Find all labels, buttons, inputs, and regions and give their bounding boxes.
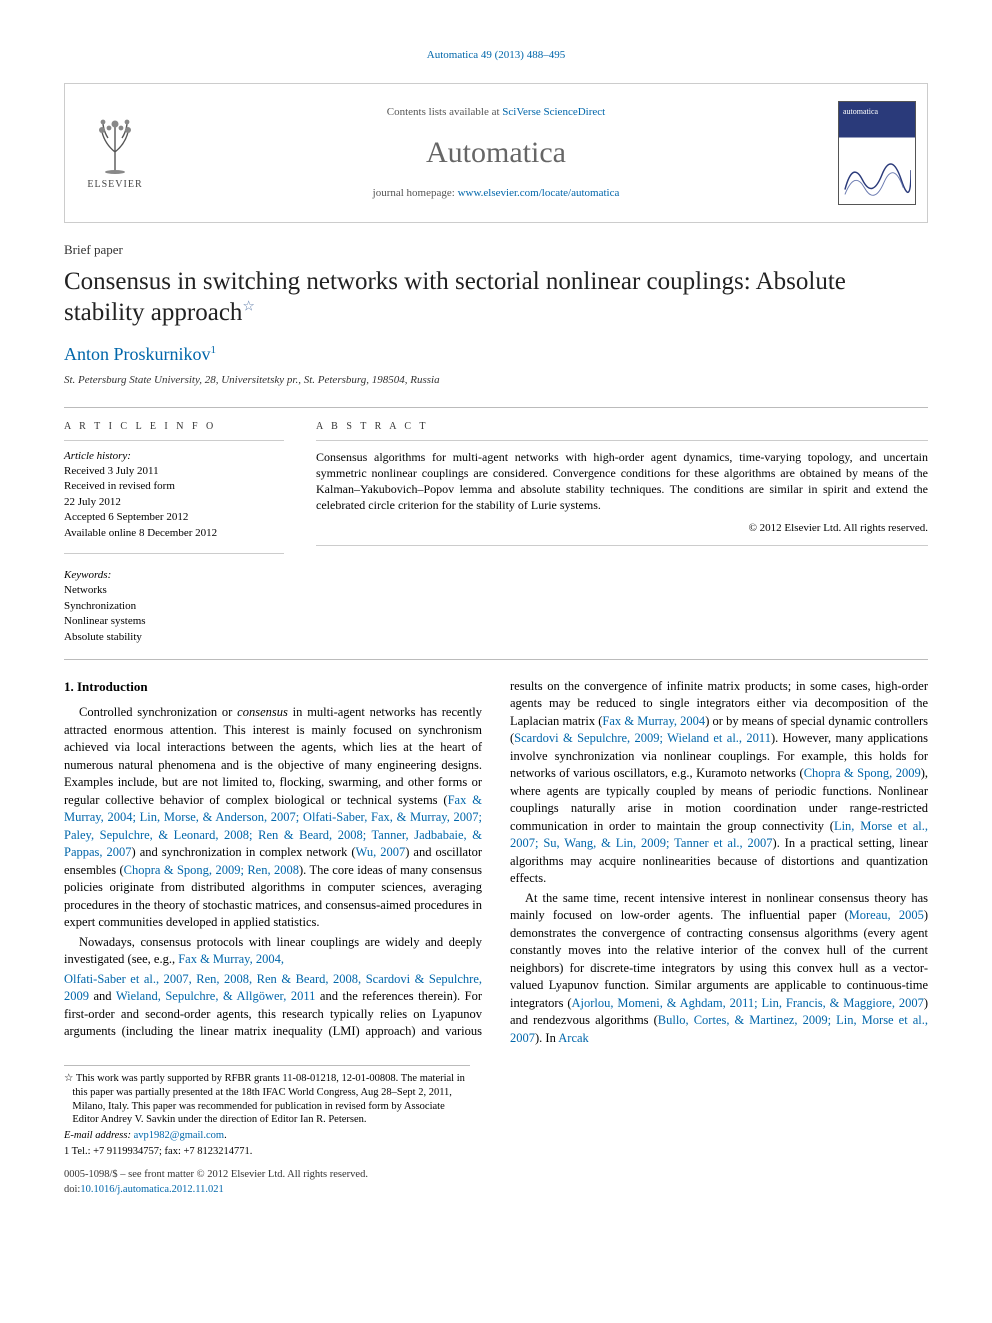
history-line: Received in revised form [64, 479, 284, 494]
email-link[interactable]: avp1982@gmail.com [134, 1130, 224, 1141]
doi-line: doi:10.1016/j.automatica.2012.11.021 [64, 1183, 368, 1198]
keyword: Nonlinear systems [64, 614, 284, 629]
footer: 0005-1098/$ – see front matter © 2012 El… [64, 1168, 928, 1197]
text: in multi-agent networks has recently att… [64, 705, 482, 807]
doi-link[interactable]: 10.1016/j.automatica.2012.11.021 [80, 1184, 223, 1195]
author-name[interactable]: Anton Proskurnikov [64, 344, 211, 364]
abstract-block: A B S T R A C T Consensus algorithms for… [316, 420, 928, 645]
citation-link[interactable]: Fax & Murray, 2004, [178, 952, 284, 966]
homepage-link[interactable]: www.elsevier.com/locate/automatica [458, 187, 620, 199]
keyword: Absolute stability [64, 630, 284, 645]
divider [64, 440, 284, 441]
emphasis: consensus [237, 705, 288, 719]
cover-thumbnail: automatica [838, 101, 916, 205]
availability-prefix: Contents lists available at [387, 106, 502, 118]
divider [64, 659, 928, 660]
homepage-line: journal homepage: www.elsevier.com/locat… [373, 186, 620, 201]
front-matter: 0005-1098/$ – see front matter © 2012 El… [64, 1168, 368, 1183]
meta-block: A R T I C L E I N F O Article history: R… [64, 420, 928, 645]
article-type: Brief paper [64, 241, 928, 259]
affiliation: St. Petersburg State University, 28, Uni… [64, 373, 928, 388]
info-label: A R T I C L E I N F O [64, 420, 284, 434]
cover-wave-icon [843, 150, 911, 200]
publisher-brand: ELSEVIER [87, 178, 142, 192]
homepage-prefix: journal homepage: [373, 187, 458, 199]
email-label: E-mail address: [64, 1130, 134, 1141]
abstract-text: Consensus algorithms for multi-agent net… [316, 449, 928, 514]
citation-link[interactable]: Moreau, 2005 [849, 908, 924, 922]
footnotes: ☆ This work was partly supported by RFBR… [64, 1065, 470, 1158]
footer-left: 0005-1098/$ – see front matter © 2012 El… [64, 1168, 368, 1197]
text: and [89, 989, 116, 1003]
citation-link[interactable]: Ajorlou, Momeni, & Aghdam, 2011; Lin, Fr… [571, 996, 923, 1010]
footnote-email: E-mail address: avp1982@gmail.com. [64, 1129, 470, 1143]
citation-link[interactable]: Arcak [558, 1031, 589, 1045]
citation-link[interactable]: Chopra & Spong, 2009 [804, 766, 921, 780]
section-heading: 1. Introduction [64, 678, 482, 696]
running-head-link[interactable]: Automatica 49 (2013) 488–495 [427, 49, 565, 61]
doi-prefix: doi: [64, 1184, 80, 1195]
masthead: ELSEVIER Contents lists available at Sci… [64, 83, 928, 223]
page: Automatica 49 (2013) 488–495 ELSEVIER Co… [0, 0, 992, 1238]
divider [316, 440, 928, 441]
title-text: Consensus in switching networks with sec… [64, 268, 846, 326]
paragraph: Nowadays, consensus protocols with linea… [64, 934, 482, 969]
title-footnote-mark[interactable]: ☆ [242, 300, 255, 315]
article-title: Consensus in switching networks with sec… [64, 266, 928, 329]
keywords-head: Keywords: [64, 568, 284, 583]
citation-link[interactable]: Wu, 2007 [356, 845, 406, 859]
masthead-center: Contents lists available at SciVerse Sci… [165, 84, 827, 222]
history-head: Article history: [64, 449, 284, 464]
divider [316, 545, 928, 546]
divider [64, 407, 928, 408]
availability-line: Contents lists available at SciVerse Sci… [387, 105, 605, 120]
author-line: Anton Proskurnikov1 [64, 342, 928, 367]
citation-link[interactable]: Scardovi & Sepulchre, 2009; Wieland et a… [514, 731, 771, 745]
history-line: Received 3 July 2011 [64, 464, 284, 479]
elsevier-tree-icon [90, 114, 140, 174]
footnote-tel: 1 Tel.: +7 9119934757; fax: +7 812321477… [64, 1145, 470, 1159]
history-line: Available online 8 December 2012 [64, 526, 284, 541]
article-info: A R T I C L E I N F O Article history: R… [64, 420, 284, 645]
body-columns: 1. Introduction Controlled synchronizati… [64, 678, 928, 1048]
history-line: Accepted 6 September 2012 [64, 510, 284, 525]
keyword: Synchronization [64, 599, 284, 614]
keyword: Networks [64, 583, 284, 598]
cover-thumbnail-slot: automatica [827, 84, 927, 222]
citation-link[interactable]: Chopra & Spong, 2009; Ren, 2008 [124, 863, 299, 877]
running-head: Automatica 49 (2013) 488–495 [64, 48, 928, 63]
author-footnote-mark[interactable]: 1 [211, 344, 217, 356]
text: Controlled synchronization or [79, 705, 237, 719]
journal-name: Automatica [426, 132, 566, 174]
text: ). In [535, 1031, 558, 1045]
paragraph: Controlled synchronization or consensus … [64, 704, 482, 932]
cover-label: automatica [843, 106, 911, 117]
history-line: 22 July 2012 [64, 495, 284, 510]
text: ) and synchronization in complex network… [132, 845, 356, 859]
citation-link[interactable]: Fax & Murray, 2004 [602, 714, 705, 728]
citation-link[interactable]: Wieland, Sepulchre, & Allgöwer, 2011 [116, 989, 316, 1003]
text: ) demonstrates the convergence of contra… [510, 908, 928, 1010]
availability-link[interactable]: SciVerse ScienceDirect [502, 106, 605, 118]
abstract-label: A B S T R A C T [316, 420, 928, 434]
paragraph: At the same time, recent intensive inter… [510, 890, 928, 1048]
abstract-copyright: © 2012 Elsevier Ltd. All rights reserved… [316, 521, 928, 536]
footnote-star: ☆ This work was partly supported by RFBR… [64, 1072, 470, 1127]
divider [64, 553, 284, 554]
publisher-logo: ELSEVIER [65, 84, 165, 222]
